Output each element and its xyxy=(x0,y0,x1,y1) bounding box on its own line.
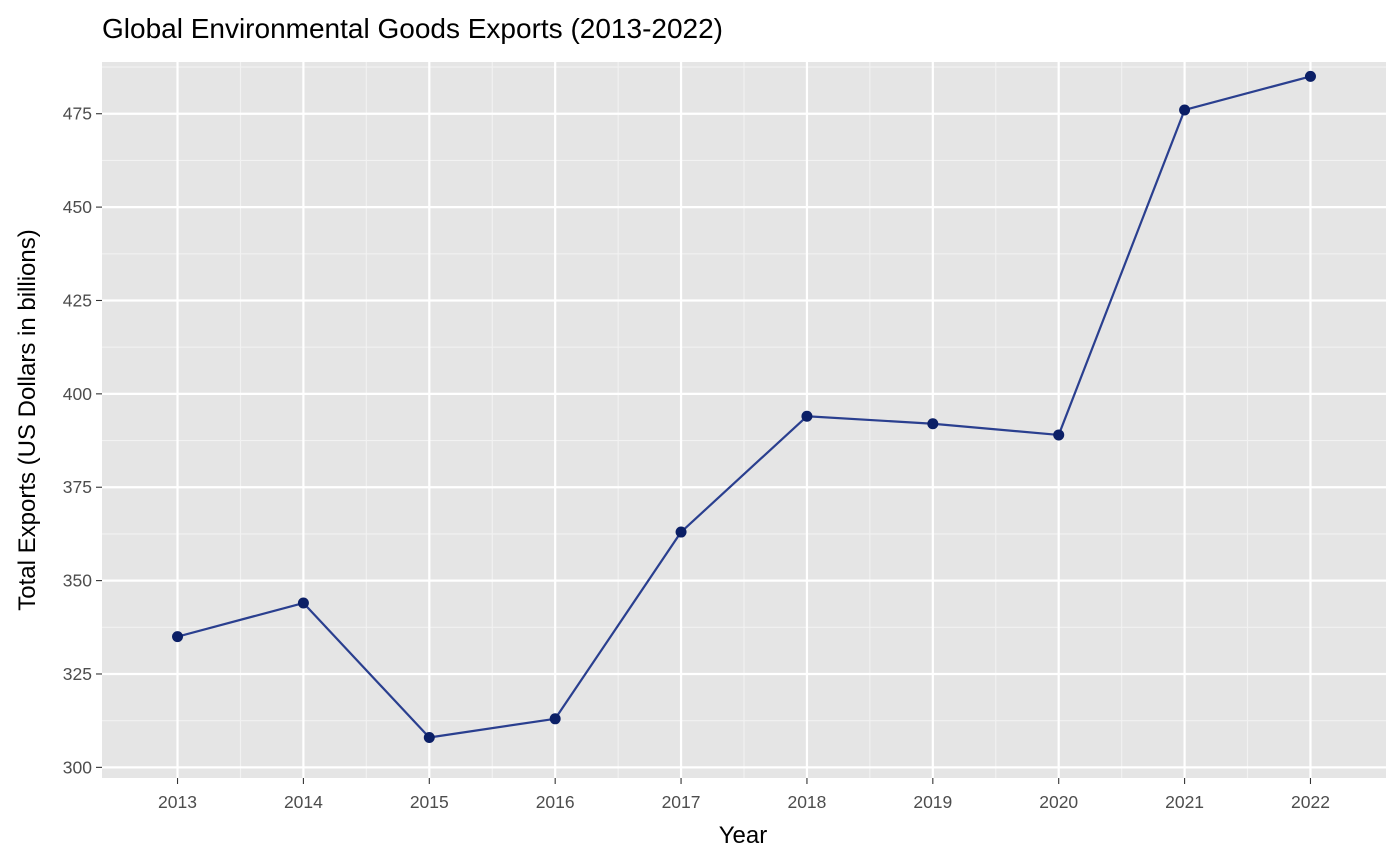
y-tick-label: 475 xyxy=(63,104,92,124)
x-tick-label: 2020 xyxy=(1039,792,1078,812)
x-tick-label: 2021 xyxy=(1165,792,1204,812)
x-tick-label: 2015 xyxy=(410,792,449,812)
y-tick-label: 400 xyxy=(63,384,92,404)
y-tick-label: 300 xyxy=(63,757,92,777)
y-tick-label: 375 xyxy=(63,477,92,497)
data-point-2015 xyxy=(423,731,435,743)
data-point-2019 xyxy=(927,418,939,430)
y-tick-label: 450 xyxy=(63,197,92,217)
x-tick-label: 2018 xyxy=(787,792,826,812)
data-point-2014 xyxy=(297,597,309,609)
data-point-2017 xyxy=(675,526,687,538)
data-point-2013 xyxy=(172,631,184,643)
x-tick-label: 2017 xyxy=(662,792,701,812)
series-line xyxy=(177,75,1311,739)
y-tick-label: 325 xyxy=(63,664,92,684)
x-tick-label: 2019 xyxy=(913,792,952,812)
x-axis-title: Year xyxy=(719,822,768,849)
data-point-2021 xyxy=(1179,104,1191,116)
x-tick-label: 2014 xyxy=(284,792,323,812)
axes: 300 325 350 375 400 425 450 475 2013 2014 2015 2016… xyxy=(63,104,1330,812)
y-tick-label: 425 xyxy=(63,290,92,310)
y-tick-label: 350 xyxy=(63,571,92,591)
y-axis-title: Total Exports (US Dollars in billions) xyxy=(14,229,41,610)
x-tick-label: 2016 xyxy=(536,792,575,812)
data-point-2022 xyxy=(1304,70,1316,82)
data-point-2016 xyxy=(549,713,561,725)
data-point-2018 xyxy=(801,410,813,422)
chart-title: Global Environmental Goods Exports (2013… xyxy=(102,13,723,44)
x-tick-label: 2013 xyxy=(158,792,197,812)
x-tick-label: 2022 xyxy=(1291,792,1330,812)
series-layer xyxy=(172,70,1316,743)
data-point-2020 xyxy=(1053,429,1065,441)
grid-lines xyxy=(102,62,1386,778)
